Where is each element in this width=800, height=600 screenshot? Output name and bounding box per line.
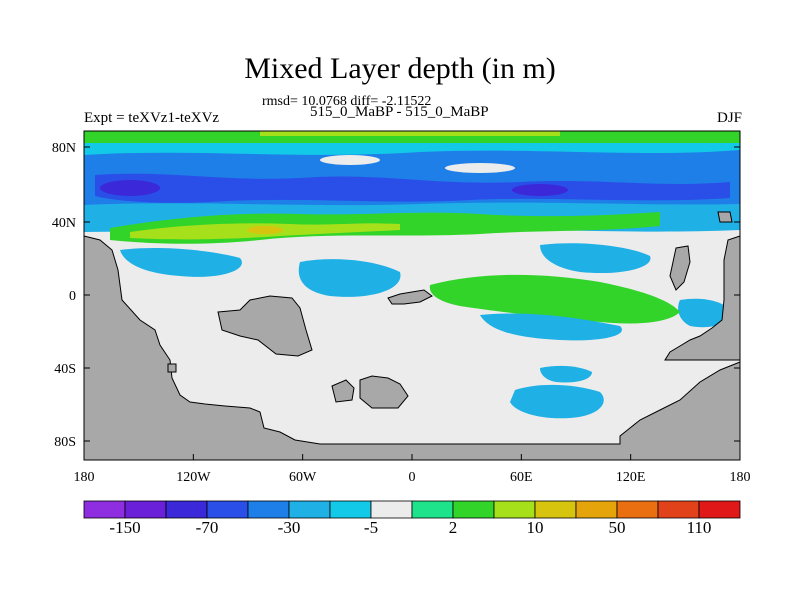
colorbar-swatch [370,500,413,519]
colorbar-swatch [534,500,577,519]
colorbar-swatch [575,500,618,519]
subtitle-stats: rmsd= 10.0768 diff= -2.11522 [262,94,432,109]
latitude-axis: 80N 40N 0 40S 80S [52,141,740,450]
lat-tick-label: 80N [52,141,76,156]
colorbar-swatch [247,500,290,519]
colorbar-swatch [452,500,495,519]
colorbar-swatch [165,500,208,519]
experiment-label: Expt = teXVz1-teXVz [84,110,220,126]
land-east [664,235,741,361]
colorbar-label: -150 [109,518,140,537]
colorbar-swatch [493,500,536,519]
colorbar-label: 2 [449,518,458,537]
land-island-small-3 [167,363,177,373]
land-island-central [217,295,313,357]
field-tropic-cyan-2 [298,259,401,297]
colorbar-label: -30 [278,518,301,537]
land-island-south-2 [359,375,409,409]
colorbar-label: -70 [196,518,219,537]
longitude-axis: 180 120W 60W 0 60E 120E 180 [74,454,751,485]
field-tropic-cyan-3 [540,243,651,274]
lat-tick-label: 40S [54,362,76,377]
colorbar-swatch [698,500,741,519]
field-high-lat-deep [95,173,730,203]
lon-tick-label: 180 [74,470,95,485]
field-tropic-cyan-1 [120,247,242,277]
field-white-hole-2 [445,163,515,173]
subtitle-cases: 515_0_MaBP - 515_0_MaBP [310,104,489,120]
field-arctic-green [84,131,740,143]
lon-tick-label: 60E [510,470,533,485]
colorbar-swatch [83,500,126,519]
lat-tick-label: 80S [54,435,76,450]
colorbar-label: 10 [527,518,544,537]
land-island-eq [387,289,433,305]
field-eq-cyan [480,313,622,341]
land-west [83,235,741,461]
chart-title: Mixed Layer depth (in m) [244,52,556,85]
lon-tick-label: 180 [730,470,751,485]
colorbar-label: -5 [364,518,378,537]
field-south-cyan [510,384,604,419]
land-island-small-1 [669,245,691,291]
lat-tick-label: 0 [69,289,76,304]
lon-tick-label: 0 [409,470,416,485]
colorbar-swatch [124,500,167,519]
lon-tick-label: 60W [289,470,317,485]
colorbar: -150 -70 -30 -5 2 10 50 110 [83,500,741,537]
field-purple-mid [512,184,568,196]
lon-tick-label: 120W [176,470,211,485]
lon-tick-label: 120E [616,470,646,485]
field-eq-green [429,274,680,324]
field-arctic-yellow [260,131,560,136]
land-island-south-1 [331,379,355,403]
colorbar-swatch [206,500,249,519]
colorbar-label: 50 [609,518,626,537]
colorbar-label: 110 [687,518,712,537]
field-white-hole-1 [320,155,380,165]
colorbar-swatch [411,500,454,519]
colorbar-swatch [288,500,331,519]
land-island-small-2 [717,211,733,223]
field-tropic-cyan-4 [678,298,732,328]
colorbar-swatch [616,500,659,519]
field-south-cyan-2 [540,365,592,383]
colorbar-swatch [329,500,372,519]
field-purple-west [100,180,160,196]
field-front-orange [247,226,283,234]
lat-tick-label: 40N [52,216,76,231]
colorbar-swatch [657,500,700,519]
season-label: DJF [716,110,742,126]
